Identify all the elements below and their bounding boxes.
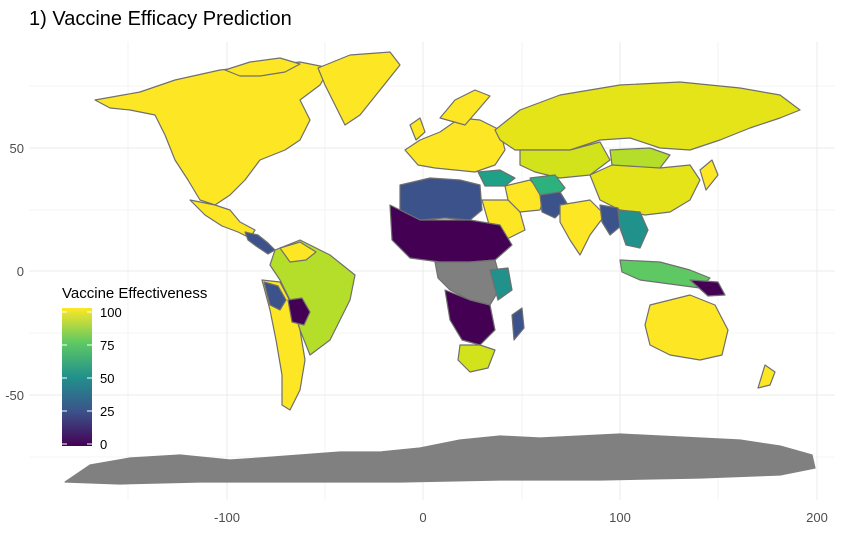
region-australia xyxy=(644,294,729,361)
region-bangladesh-mekong xyxy=(599,204,623,236)
region-japan xyxy=(699,159,719,191)
countries xyxy=(64,51,816,485)
region-scandinavia xyxy=(439,89,491,126)
x-tick-label: 0 xyxy=(419,510,426,525)
region-middle-east-green xyxy=(477,169,516,187)
region-venezuela xyxy=(279,241,317,263)
region-europe xyxy=(404,117,506,173)
region-peru xyxy=(263,281,287,311)
region-madagascar xyxy=(511,307,525,341)
legend-tick-label: 0 xyxy=(100,437,107,452)
legend: Vaccine Effectiveness 100 75 50 25 0 xyxy=(62,285,207,452)
x-tick-label: 200 xyxy=(806,510,828,525)
region-bolivia xyxy=(287,297,311,326)
region-central-africa xyxy=(434,259,503,306)
region-antarctica xyxy=(64,433,816,485)
region-arctic-islands xyxy=(224,57,301,77)
region-greenland xyxy=(317,51,401,126)
region-south-africa xyxy=(457,344,496,373)
x-tick-label: 100 xyxy=(609,510,631,525)
legend-tick-label: 100 xyxy=(100,305,122,320)
y-axis: 50 0 -50 xyxy=(5,141,24,403)
y-tick-label: -50 xyxy=(5,388,24,403)
region-north-africa xyxy=(399,177,483,221)
region-east-africa xyxy=(489,267,513,301)
region-uk xyxy=(409,117,426,141)
legend-tick-label: 25 xyxy=(100,404,114,419)
region-north-america xyxy=(94,61,331,206)
region-south-america xyxy=(269,239,356,356)
legend-title: Vaccine Effectiveness xyxy=(62,285,207,302)
legend-tick-label: 75 xyxy=(100,338,114,353)
y-tick-label: 0 xyxy=(17,264,24,279)
x-axis: -100 0 100 200 xyxy=(214,510,828,525)
region-russia xyxy=(494,81,801,151)
region-southeast-asia xyxy=(617,209,649,249)
legend-tick-label: 50 xyxy=(100,371,114,386)
region-india xyxy=(559,199,606,256)
region-new-guinea xyxy=(689,279,726,297)
legend-colorbar xyxy=(62,308,92,446)
region-new-zealand xyxy=(757,364,776,389)
region-central-america xyxy=(244,231,276,255)
x-tick-label: -100 xyxy=(214,510,240,525)
map-title: 1) Vaccine Efficacy Prediction xyxy=(29,8,292,30)
region-southern-africa xyxy=(444,289,496,346)
y-tick-label: 50 xyxy=(10,141,24,156)
